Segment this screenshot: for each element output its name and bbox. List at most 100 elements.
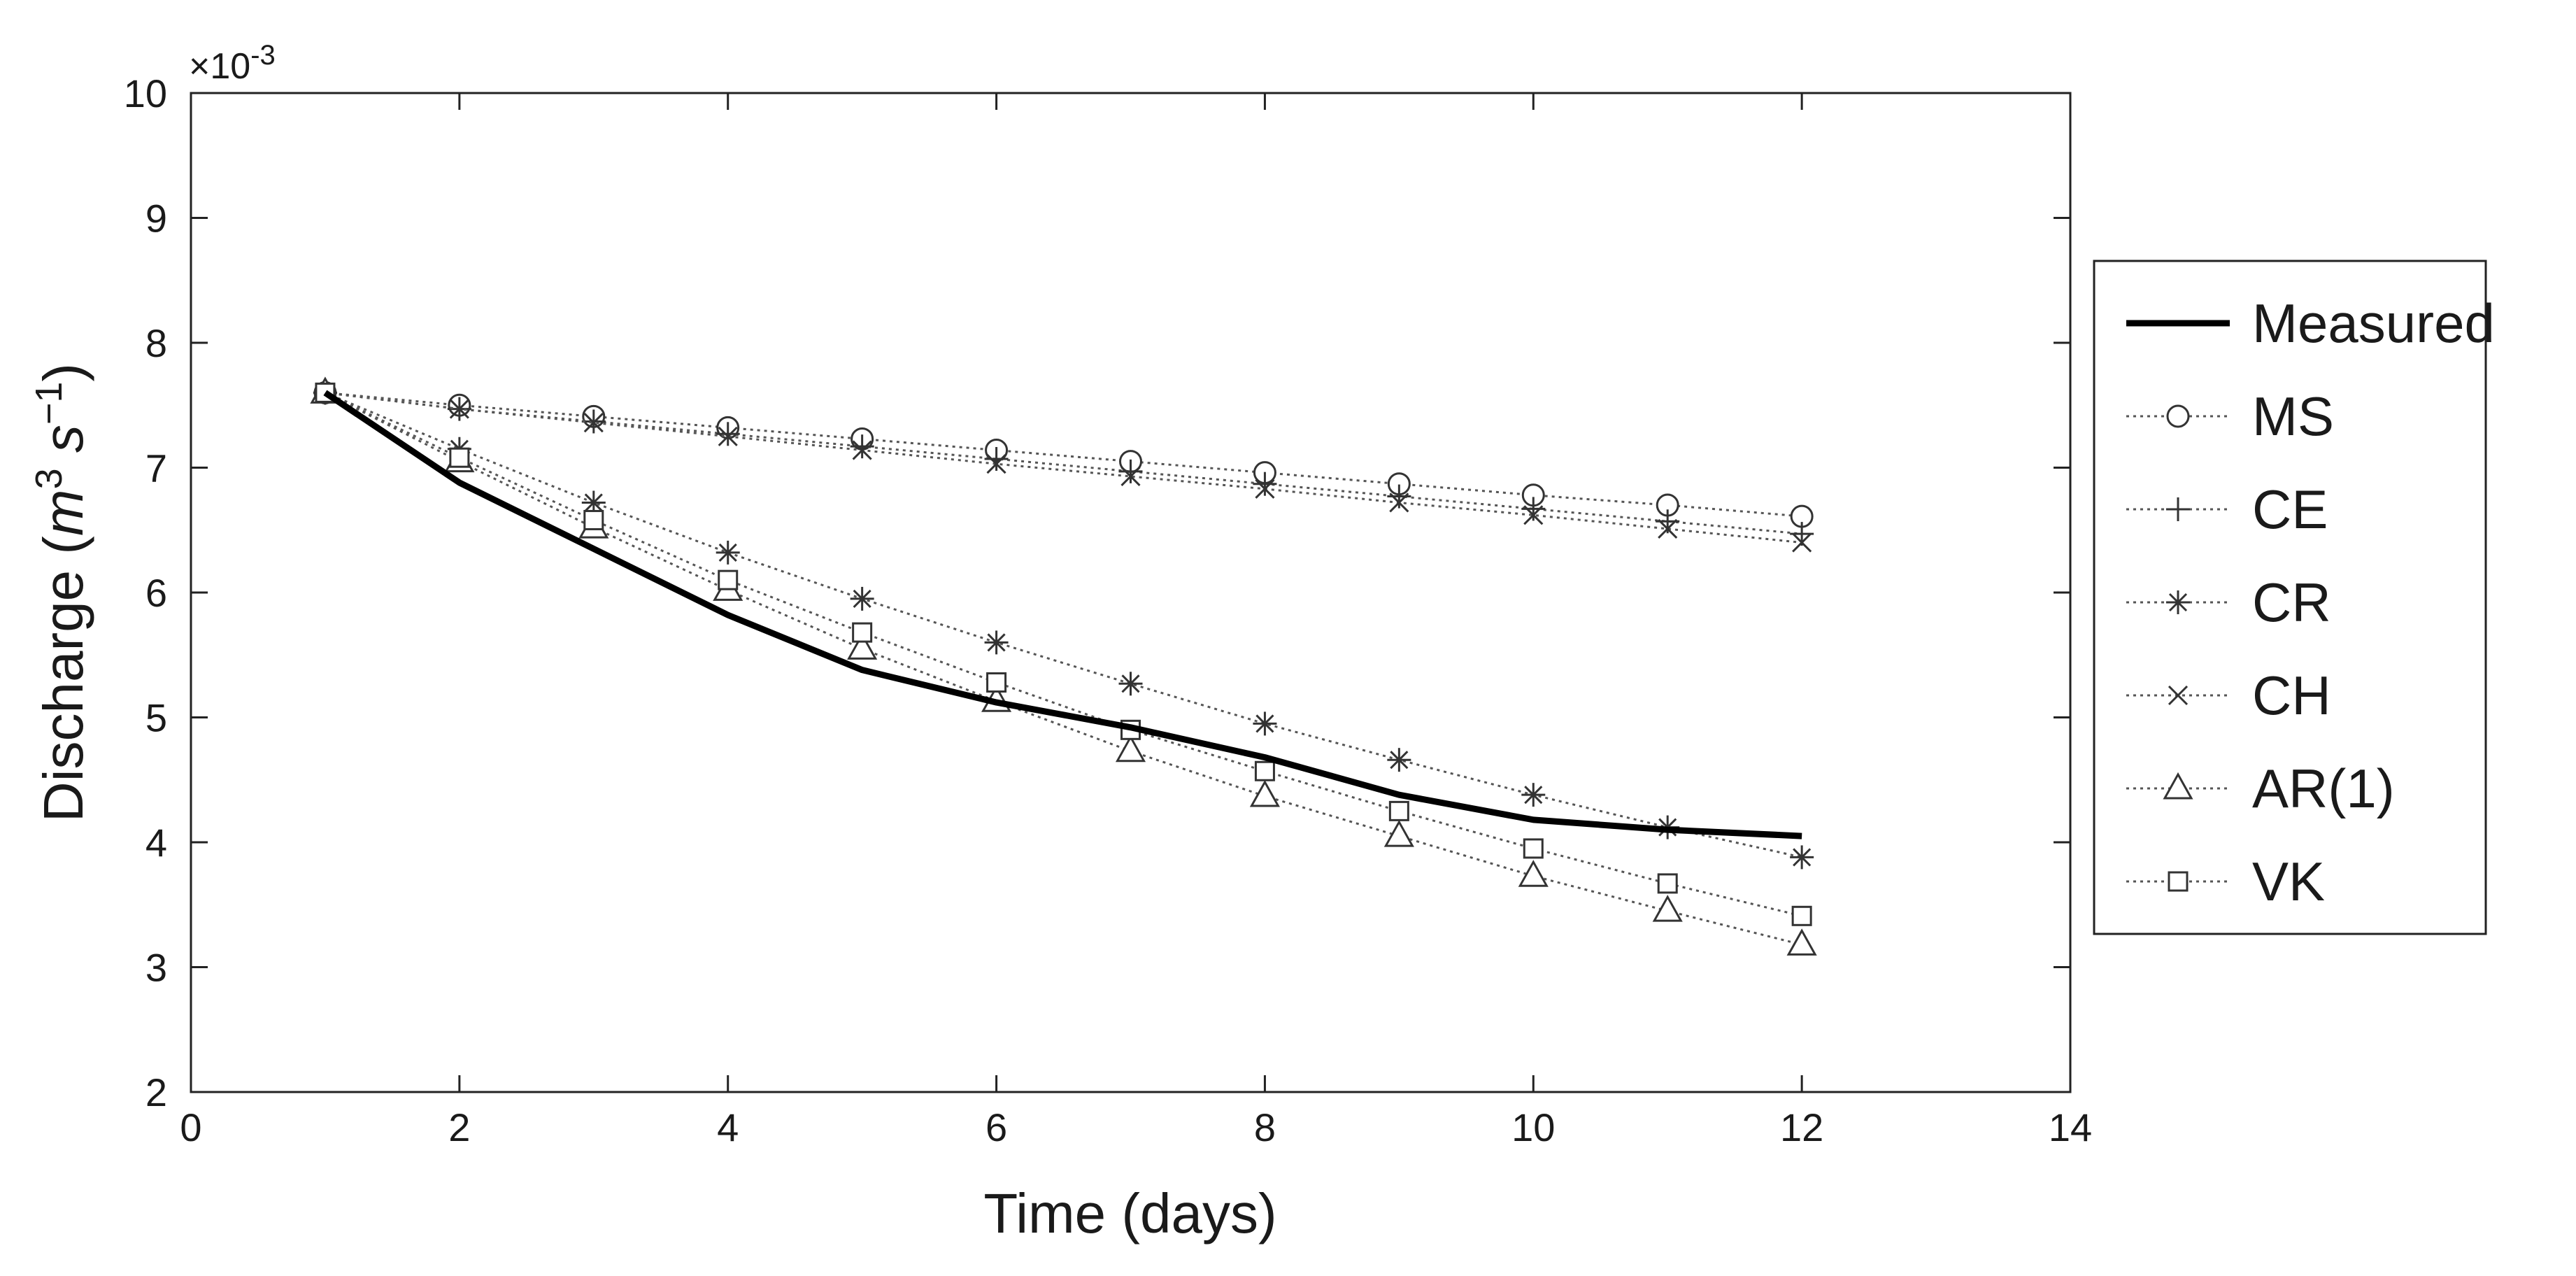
data-point [986,672,1007,693]
marker-square [2168,871,2189,892]
data-point [852,622,873,643]
legend-label: CR [2252,572,2331,633]
legend-items: Measured MS CE CR CH AR(1) VK [2126,292,2495,912]
legend-entry: CE [2126,478,2328,540]
x-tick-label: 12 [1780,1105,1823,1149]
y-tick-label: 9 [145,197,167,241]
data-point [984,630,1009,655]
data-point [716,540,740,565]
data-point [1249,779,1280,807]
marker-cross-b [1523,505,1544,525]
marker-ast-d2 [584,493,603,512]
data-point [1523,838,1544,859]
marker-ast-d2 [718,543,737,562]
series-vk [315,382,1812,926]
data-point [1387,748,1411,772]
data-point [1118,459,1143,483]
data-point [1518,860,1549,887]
marker-triangle [1518,860,1549,887]
data-point [583,509,604,530]
legend-box [2093,260,2487,935]
data-point [1118,672,1143,696]
series-line [325,391,1802,518]
legend-swatch-marker [2166,404,2190,428]
data-point [449,447,470,468]
data-point [1652,895,1683,922]
data-point [1387,484,1411,509]
data-point [1791,905,1812,926]
marker-cross-b [718,426,738,446]
legend-swatch-marker [2168,685,2189,706]
legend-entry: VK [2126,851,2325,912]
legend: Measured MS CE CR CH AR(1) VK [2093,260,2495,935]
data-point [1120,466,1141,487]
data-point [718,569,739,590]
y-tick-label: 6 [145,571,167,615]
data-point [1389,492,1409,513]
data-point [1255,478,1275,499]
marker-ast-d2 [987,633,1006,652]
marker-triangle [1786,928,1817,956]
legend-label: AR(1) [2252,758,2395,819]
series-line [325,392,1802,858]
marker-triangle [1115,735,1146,763]
marker-ast-d2 [1524,786,1543,804]
data-point [1786,928,1817,956]
data-point [852,440,872,460]
y-tick-label: 2 [145,1070,167,1114]
marker-cross-b [1792,532,1812,553]
marker-ast-d2 [853,589,871,608]
legend-entry: MS [2126,385,2334,447]
legend-swatch-marker [2166,497,2190,521]
marker-square [1523,838,1544,859]
marker-ast-d2 [1390,751,1409,770]
marker-ast-d2 [1121,674,1140,693]
y-axis-title: Discharge (m3 s−1) [28,363,94,822]
data-point [1790,845,1814,870]
marker-ast-d2 [2168,593,2188,612]
data-point [1253,711,1277,736]
data-point [1253,472,1277,496]
y-tick-label: 8 [145,321,167,365]
marker-triangle [1652,895,1683,922]
marker-square [986,672,1007,693]
marker-cross-b [1389,492,1409,513]
data-point [850,586,874,611]
y-axis-ticks: 2 3 4 5 6 7 8 9 10 [124,71,2070,1114]
data-point [1383,820,1414,847]
data-point [1792,532,1812,553]
data-point [1523,505,1544,525]
marker-cross-b [852,440,872,460]
data-point [847,632,878,660]
data-point [1521,783,1546,807]
marker-ast-d2 [1793,848,1812,867]
marker-square [583,509,604,530]
legend-label: CE [2252,478,2328,540]
series-line [323,390,1802,839]
legend-label: MS [2252,385,2334,447]
legend-swatch-marker [2163,772,2193,800]
marker-cross-b [1658,518,1678,539]
y-tick-label: 3 [145,946,167,990]
data-point [716,422,740,446]
y-tick-label: 7 [145,446,167,490]
series-cr [313,381,1814,870]
marker-square [449,447,470,468]
x-tick-label: 0 [180,1105,201,1149]
data-point [449,399,469,419]
x-axis-ticks: 0 2 4 6 8 10 12 14 [180,93,2092,1149]
data-point [1115,735,1146,763]
series-measured [323,390,1802,839]
data-point [1254,760,1275,781]
marker-square [1388,800,1409,821]
y-tick-label: 10 [124,71,167,115]
marker-square [1254,760,1275,781]
data-point [850,434,874,459]
marker-cross-b [449,399,469,419]
x-tick-label: 14 [2049,1105,2092,1149]
marker-cross-b [1255,478,1275,499]
x-tick-label: 8 [1254,1105,1276,1149]
marker-triangle [847,632,878,660]
y-multiplier-exponent: -3 [250,40,276,71]
